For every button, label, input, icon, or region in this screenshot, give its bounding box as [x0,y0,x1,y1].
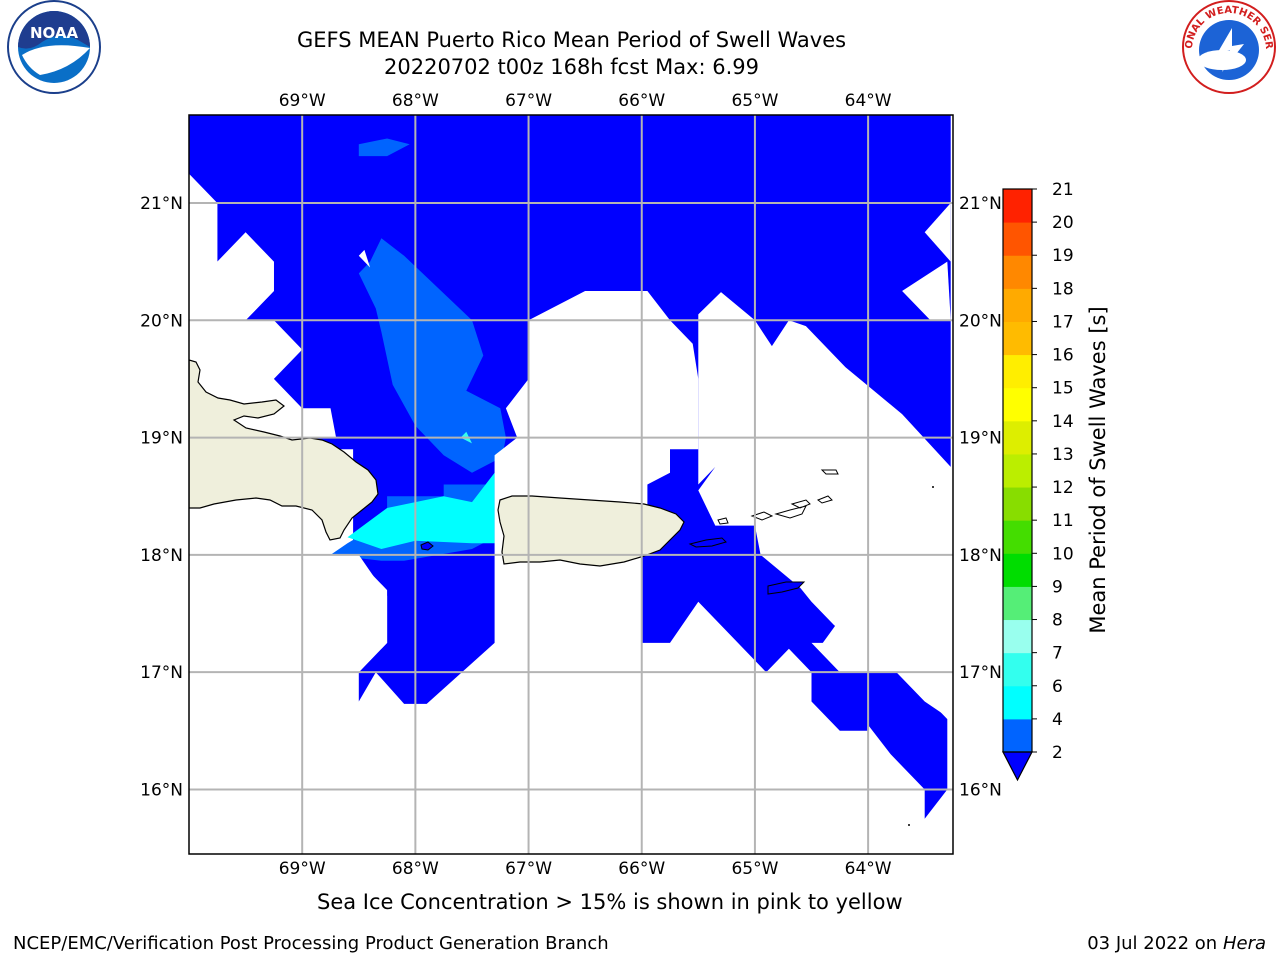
saba-dot [908,824,910,826]
contour-fill-layer [189,115,951,819]
hispaniola-land [189,359,379,541]
chart-title-line-2: 20220702 t00z 168h fcst Max: 6.99 [384,55,759,79]
x-tick-label: 66°W [618,859,665,879]
colorbar-tick-label: 17 [1052,312,1074,332]
y-tick-label-right: 20°N [959,311,1002,331]
colorbar-segment [1003,189,1032,223]
colorbar-segment [1003,387,1032,422]
colorbar-label: Mean Period of Swell Waves [s] [1086,306,1110,634]
x-tick-label: 68°W [392,859,439,879]
colorbar-segment [1003,453,1032,488]
gridlines [189,115,953,854]
virgin-islands [750,469,839,521]
producer-credit: NCEP/EMC/Verification Post Processing Pr… [13,933,609,954]
colorbar-tick-label: 9 [1052,577,1063,597]
colorbar-segment [1003,619,1032,654]
colorbar-tick-label: 18 [1052,279,1074,299]
colorbar-segment [1003,255,1032,289]
colorbar-tick-label: 21 [1052,180,1074,200]
colorbar-segment [1003,718,1032,753]
colorbar-segment [1003,420,1032,455]
machine-name: Hera [1222,933,1266,954]
colorbar-segment [1003,222,1032,256]
y-tick-label: 16°N [140,780,183,800]
y-tick-label-right: 17°N [959,663,1002,683]
colorbar-segment [1003,520,1032,554]
colorbar-segment [1003,586,1032,621]
sea-ice-note: Sea Ice Concentration > 15% is shown in … [317,890,903,914]
y-tick-label-right: 18°N [959,546,1002,566]
colorbar-segment [1003,354,1032,389]
colorbar-tick-label: 11 [1052,511,1074,531]
x-tick-label: 68°W [392,91,439,111]
national-weather-service-logo: NATIONAL WEATHER SERVICE [0,0,1276,94]
colorbar-segment [1003,487,1032,521]
missing-data-hole-8 [330,554,388,673]
colorbar-tick-label: 7 [1052,644,1063,664]
svg-text:NOAA: NOAA [30,24,79,42]
colorbar-tick-label: 14 [1052,412,1074,432]
colorbar-segment [1003,553,1032,587]
x-tick-label: 67°W [505,91,552,111]
date-text: 03 Jul 2022 on [1087,933,1223,954]
x-tick-label: 65°W [731,859,778,879]
colorbar-frame [1002,188,1033,753]
colorbar-tick-label: 19 [1052,246,1074,266]
x-tick-label: 65°W [731,91,778,111]
colorbar-tick-label: 16 [1052,346,1074,366]
svg-text:NATIONAL WEATHER SERVICE: NATIONAL WEATHER SERVICE [0,0,1274,50]
colorbar-tick-label: 12 [1052,478,1074,498]
st-croix-island [767,581,806,595]
y-tick-label: 17°N [140,663,183,683]
colorbar-under-arrow [1002,751,1033,782]
x-tick-label: 67°W [505,859,552,879]
y-tick-label: 21°N [140,194,183,214]
colorbar-segment [1003,685,1032,720]
plot-frame [188,114,954,855]
y-tick-label-right: 16°N [959,780,1002,800]
colorbar-tick-label: 10 [1052,544,1074,564]
colorbar-tick-label: 6 [1052,677,1063,697]
missing-data-hole-2 [902,261,951,321]
colorbar-tick-label: 15 [1052,379,1074,399]
contour-region-2-4-top [358,138,410,157]
colorbar-tick-label: 4 [1052,710,1063,730]
x-tick-label: 69°W [279,91,326,111]
colorbar-tick-label: 8 [1052,611,1063,631]
vieques-island [688,537,727,548]
colorbar-segment [1003,321,1032,356]
colorbar: 2 4 6 7 8 9 10 11 12 13 14 15 16 17 18 19 20 21 [1002,180,1074,782]
contour-region-2-4 [330,238,506,561]
missing-data-hole-0 [189,203,274,321]
chart-title-line-1: GEFS MEAN Puerto Rico Mean Period of Swe… [296,28,847,52]
missing-data-hole-6 [302,408,337,438]
missing-data-hole-5 [822,619,869,667]
x-tick-label: 64°W [845,859,892,879]
missing-data-hole-1 [494,291,699,555]
culebra-island [717,517,729,525]
y-tick-label: 19°N [140,429,183,449]
y-tick-label-right: 19°N [959,429,1002,449]
missing-data-hole-3 [924,203,951,262]
contour-region-4-6 [347,472,495,549]
land-layer [189,359,934,826]
colorbar-segment [1003,288,1032,322]
mona-island [420,541,434,551]
generation-date: 03 Jul 2022 on Hera [1087,933,1266,954]
colorbar-tick-label: 20 [1052,213,1074,233]
axis-tick-labels: 69°W 69°W 68°W 68°W 67°W 67°W 66°W 66°W 65°W 65°W… [140,91,1002,879]
y-tick-label-right: 21°N [959,194,1002,214]
noaa-logo: NOAA [7,0,101,94]
y-tick-label: 18°N [140,546,183,566]
missing-data-hole-7 [358,249,371,268]
anguilla-dot [932,486,934,488]
x-tick-label: 66°W [618,91,665,111]
x-tick-label: 69°W [279,859,326,879]
x-tick-label: 64°W [845,91,892,111]
colorbar-segment [1003,652,1032,687]
colorbar-tick-label: 13 [1052,445,1074,465]
colorbar-tick-label: 2 [1052,743,1063,763]
y-tick-label: 20°N [140,311,183,331]
